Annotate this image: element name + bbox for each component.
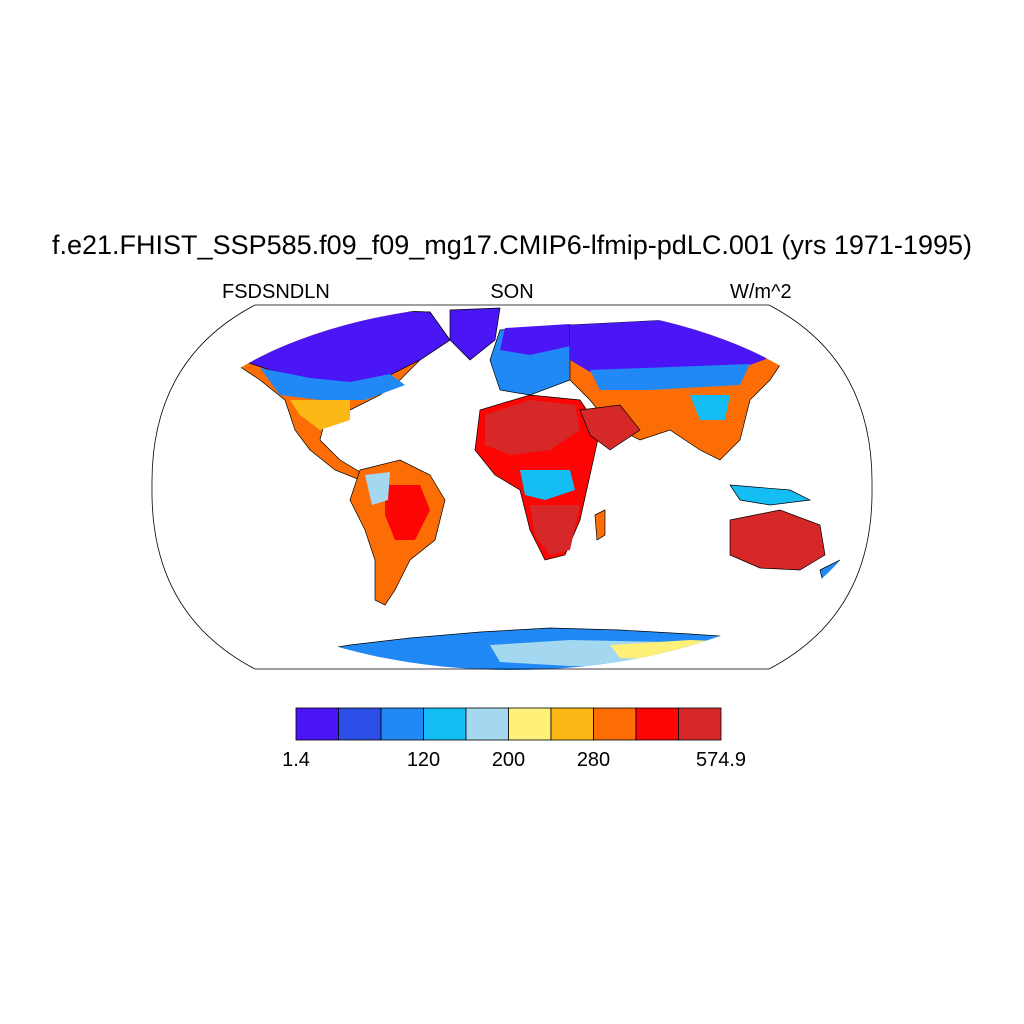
season-label: SON	[490, 281, 534, 303]
north-america-mid	[260, 368, 405, 400]
colorbar-box	[593, 707, 637, 741]
colorbar-tick-label: 120	[407, 749, 440, 771]
madagascar	[594, 509, 606, 541]
asia-mid	[590, 364, 750, 390]
colorbar-box	[678, 707, 722, 741]
colorbar-boxes	[295, 707, 722, 741]
new-zealand	[819, 559, 846, 591]
africa-south	[530, 505, 580, 555]
colorbar-box	[338, 707, 382, 741]
colorbar-box	[380, 707, 424, 741]
africa-center	[520, 470, 575, 500]
colorbar-labels: 1.4 120 200 280 574.9	[282, 749, 746, 771]
colorbar: 1.4 120 200 280 574.9	[282, 707, 746, 771]
south-america-core	[385, 485, 430, 540]
colorbar-tick-label: 1.4	[282, 749, 310, 771]
variable-label: FSDSNDLN	[222, 281, 330, 303]
plot-title: f.e21.FHIST_SSP585.f09_f09_mg17.CMIP6-lf…	[52, 230, 972, 260]
australia	[729, 509, 826, 571]
colorbar-tick-label: 574.9	[696, 749, 746, 771]
world-map	[151, 304, 873, 670]
map-boundary	[151, 304, 873, 670]
colorbar-box	[550, 707, 594, 741]
colorbar-tick-label: 280	[577, 749, 610, 771]
colorbar-box	[508, 707, 552, 741]
europe-north	[500, 324, 575, 355]
north-america-south	[290, 400, 350, 430]
colorbar-box	[295, 707, 339, 741]
arabia	[579, 404, 641, 451]
tibet	[690, 395, 730, 420]
colorbar-tick-label: 200	[492, 749, 525, 771]
units-label: W/m^2	[730, 281, 792, 303]
africa-sahara	[485, 400, 580, 455]
south-america-amazon	[365, 472, 390, 505]
indonesia	[729, 484, 812, 506]
colorbar-box	[465, 707, 509, 741]
colorbar-box	[635, 707, 679, 741]
greenland	[449, 307, 501, 361]
colorbar-box	[423, 707, 467, 741]
